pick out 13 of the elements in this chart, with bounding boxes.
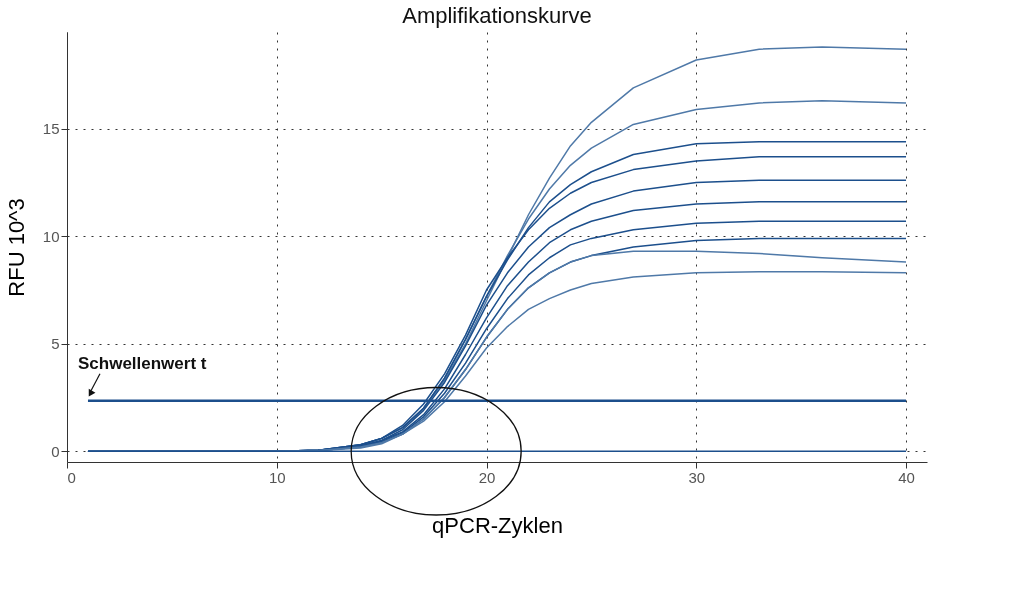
ref-line-label: Schwellenwert t <box>77 353 207 373</box>
y-axis-title: RFU 10^3 <box>3 198 29 297</box>
y-tick-label: 5 <box>51 335 60 353</box>
y-tick-label: 10 <box>42 227 60 245</box>
x-tick-label: 40 <box>898 468 915 486</box>
x-tick-label: 0 <box>67 468 76 486</box>
x-axis-title: qPCR-Zyklen <box>432 512 563 538</box>
x-tick-label: 20 <box>478 468 496 486</box>
y-tick-label: 15 <box>42 120 60 138</box>
x-tick-label: 10 <box>268 468 286 486</box>
y-tick-label: 0 <box>51 442 60 460</box>
x-tick-label: 30 <box>688 468 706 486</box>
chart-title: Amplifikationskurve <box>402 3 592 28</box>
